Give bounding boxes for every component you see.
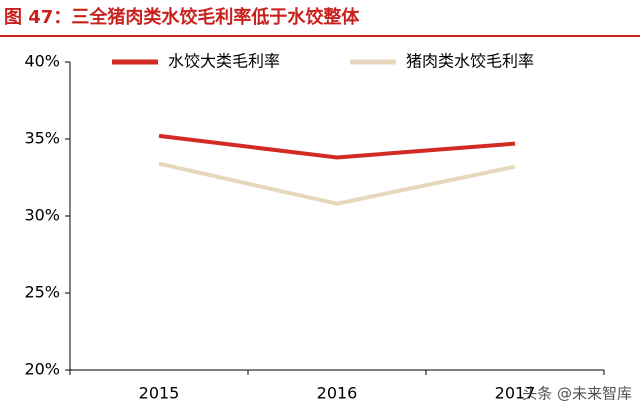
y-tick-label: 40%: [24, 52, 60, 71]
legend-label: 猪肉类水饺毛利率: [406, 52, 534, 71]
watermark: 头条 @未来智库: [522, 385, 632, 403]
y-tick-label: 30%: [24, 206, 60, 225]
series-line: [158, 133, 516, 160]
x-tick-label: 2016: [317, 384, 358, 403]
x-tick-label: 2015: [139, 384, 180, 403]
y-tick-label: 25%: [24, 283, 60, 302]
y-tick-label: 35%: [24, 129, 60, 148]
y-tick-label: 20%: [24, 360, 60, 379]
series-line: [158, 161, 516, 206]
chart-title: 图 47：三全猪肉类水饺毛利率低于水饺整体: [4, 6, 360, 28]
legend-label: 水饺大类毛利率: [168, 52, 280, 71]
x-tick-label: 2017: [495, 384, 536, 403]
